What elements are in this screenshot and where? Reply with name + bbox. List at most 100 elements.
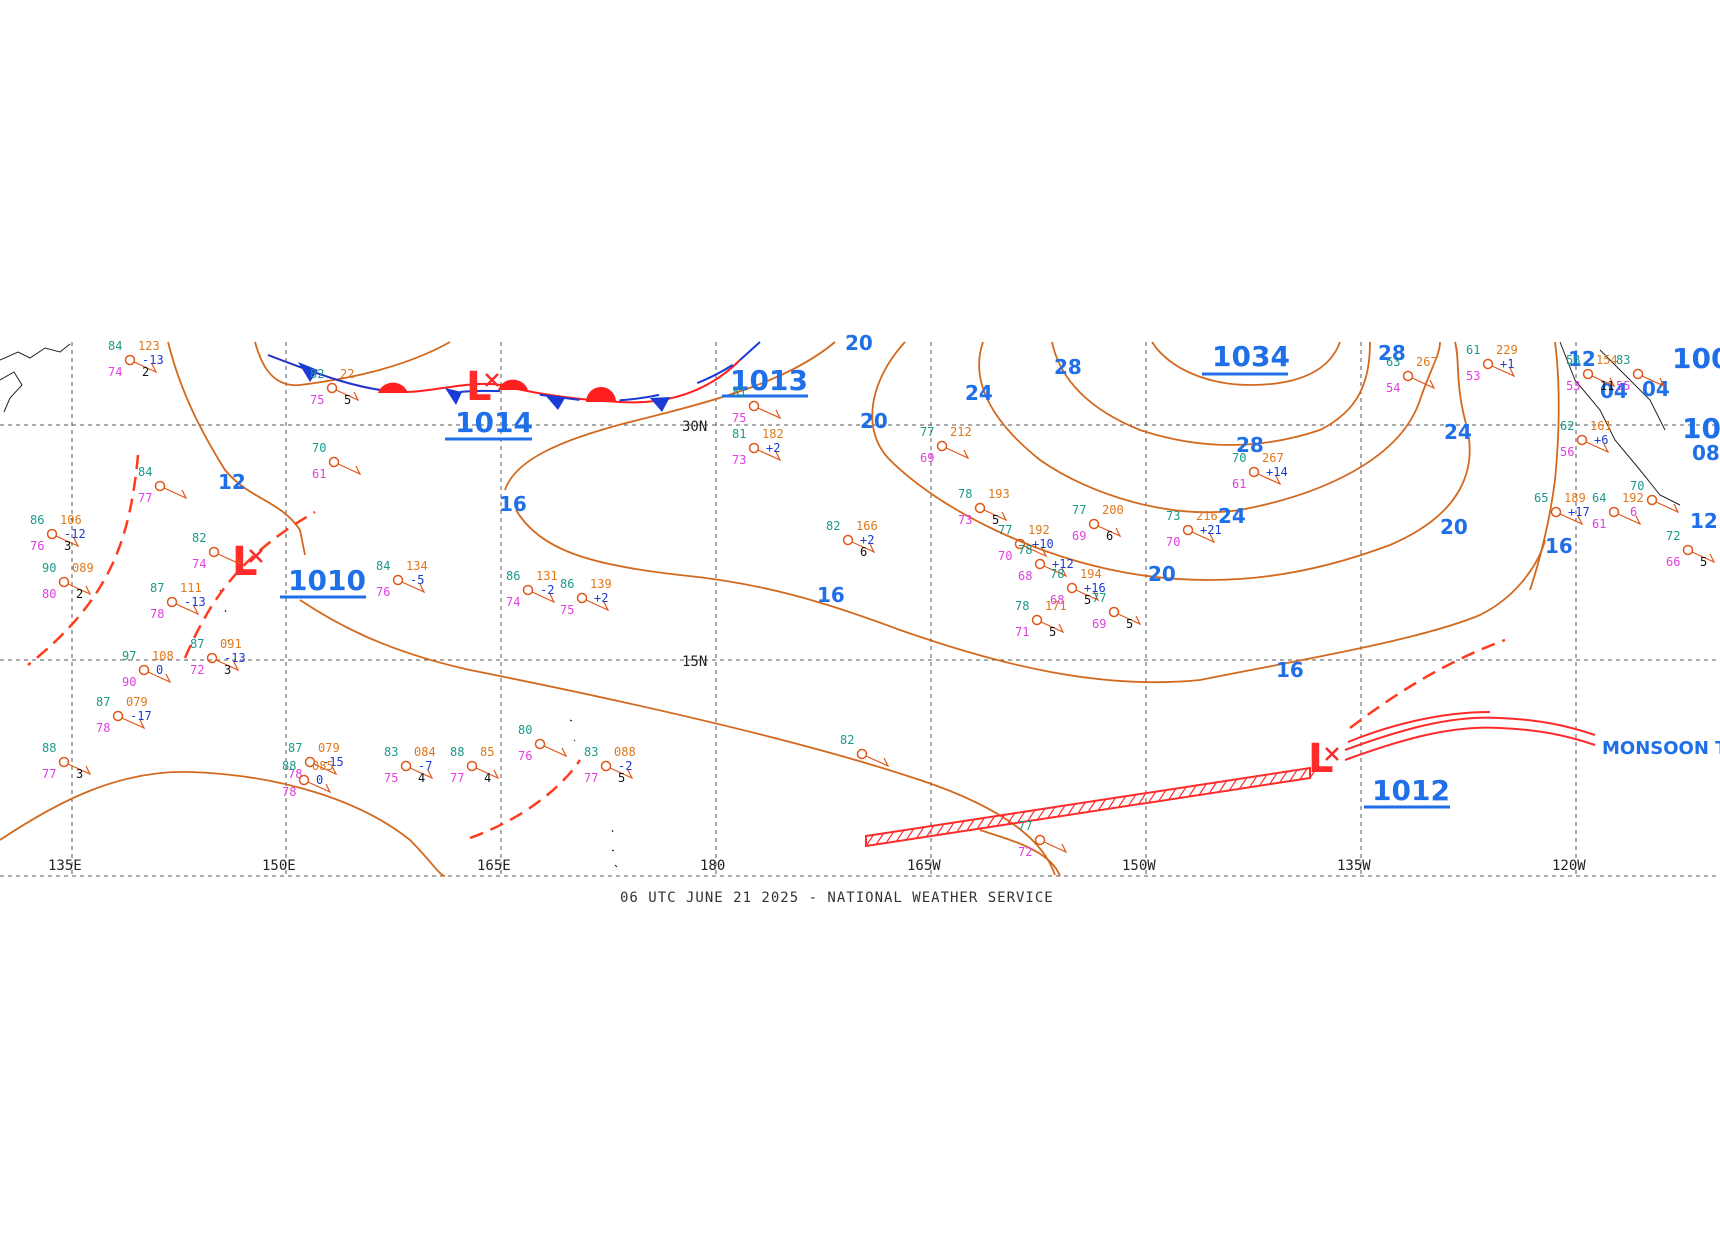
station-pressure: 131 xyxy=(536,569,558,583)
station-plot: 88 77 3 xyxy=(42,741,92,781)
station-dewpoint: 72 xyxy=(1018,845,1032,859)
wind-barb-icon xyxy=(67,763,92,776)
wind-barb-icon xyxy=(1411,377,1436,390)
pressure-center-label: 04 xyxy=(1600,379,1628,403)
station-circle-icon xyxy=(400,760,412,772)
station-temperature: 88 xyxy=(282,759,296,773)
station-plot: 82 74 xyxy=(192,531,242,571)
station-weather: 6 xyxy=(860,545,867,559)
station-pressure-change: +10 xyxy=(1032,537,1054,551)
station-temperature: 83 xyxy=(584,745,598,759)
station-temperature: 77 xyxy=(1072,503,1086,517)
wind-barb-icon xyxy=(1040,621,1065,634)
station-circle-icon xyxy=(208,546,220,558)
wind-barb-icon xyxy=(945,447,970,460)
station-plot: 62 161 56 +6 xyxy=(1560,419,1612,459)
station-temperature: 77 xyxy=(1092,591,1106,605)
longitude-labels: 135E 150E 165E 180 165W 150W 135W 120W xyxy=(48,858,1586,874)
station-temperature: 72 xyxy=(1666,529,1680,543)
longitude-label: 135E xyxy=(48,858,82,874)
wind-barb-icon xyxy=(163,487,188,500)
station-dewpoint: 76 xyxy=(376,585,390,599)
station-dewpoint: 76 xyxy=(518,749,532,763)
station-circle-icon xyxy=(748,400,760,412)
pressure-center-label: 12 xyxy=(1568,347,1596,371)
station-plot: 83 55 xyxy=(1616,353,1666,393)
station-temperature: 80 xyxy=(518,723,532,737)
station-pressure: 106 xyxy=(60,513,82,527)
station-pressure-change: -2 xyxy=(540,583,554,597)
station-plot: 86 106 76 3-12 xyxy=(30,513,86,553)
station-circle-icon xyxy=(1632,368,1644,380)
wind-barb-icon xyxy=(531,591,556,604)
station-circle-icon xyxy=(1034,834,1046,846)
isobars xyxy=(0,341,1560,877)
station-pressure: 091 xyxy=(220,637,242,651)
wind-barb-icon xyxy=(585,599,610,612)
wind-barb-icon xyxy=(1491,365,1516,378)
wind-barb-icon xyxy=(217,553,242,566)
station-dewpoint: 6 xyxy=(1630,505,1637,519)
station-pressure: 139 xyxy=(590,577,612,591)
station-temperature: 77 xyxy=(920,425,934,439)
station-weather: 3 xyxy=(224,663,231,677)
wind-barb-icon xyxy=(337,463,362,476)
isobar-label: 20 xyxy=(860,409,888,433)
station-pressure: 088 xyxy=(614,745,636,759)
station-temperature: 73 xyxy=(1166,509,1180,523)
station-circle-icon xyxy=(46,528,58,540)
wind-barb-icon xyxy=(1117,613,1142,626)
station-circle-icon xyxy=(112,710,124,722)
station-pressure: 194 xyxy=(1080,567,1102,581)
station-pressure-change: -13 xyxy=(142,353,164,367)
station-pressure: 229 xyxy=(1496,343,1518,357)
wind-barb-icon xyxy=(313,763,338,776)
station-pressure-change: +2 xyxy=(860,533,874,547)
wind-barb-icon xyxy=(609,767,634,780)
station-circle-icon xyxy=(1482,358,1494,370)
station-pressure-change: -2 xyxy=(618,759,632,773)
station-circle-icon xyxy=(936,440,948,452)
pressure-center-label: 1013 xyxy=(730,364,808,397)
station-temperature: 82 xyxy=(826,519,840,533)
pressure-center-label: 1012 xyxy=(1372,774,1450,807)
station-weather: 3 xyxy=(76,767,83,781)
station-circle-icon xyxy=(1031,614,1043,626)
station-plot: 64 192 61 xyxy=(1592,491,1644,531)
station-weather: 4 xyxy=(418,771,425,785)
wind-barb-icon xyxy=(1691,551,1716,564)
station-dewpoint: 61 xyxy=(1232,477,1246,491)
station-pressure: 079 xyxy=(126,695,148,709)
station-pressure-change: +6 xyxy=(1594,433,1608,447)
station-dewpoint: 70 xyxy=(1166,535,1180,549)
low-center-marker: L xyxy=(1308,736,1339,782)
station-pressure: 171 xyxy=(1045,599,1067,613)
station-pressure: 212 xyxy=(950,425,972,439)
station-temperature: 78 xyxy=(1018,543,1032,557)
isobar-label: 28 xyxy=(1054,355,1082,379)
station-circle-icon xyxy=(1066,582,1078,594)
station-temperature: 64 xyxy=(1592,491,1606,505)
station-temperature: 82 xyxy=(192,531,206,545)
station-circle-icon xyxy=(58,756,70,768)
station-circle-icon xyxy=(298,774,310,786)
station-temperature: 83 xyxy=(1616,353,1630,367)
station-plot: 81 182 73 +2 xyxy=(732,427,784,467)
station-temperature: 87 xyxy=(288,741,302,755)
station-dewpoint: 90 xyxy=(122,675,136,689)
station-plot: 88 085 78 0 xyxy=(282,759,334,799)
station-plot: 82 xyxy=(840,733,890,768)
station-plot: 82 166 6+2 xyxy=(826,519,878,559)
pressure-center-label: 08 xyxy=(1692,441,1720,465)
station-temperature: 78 xyxy=(1015,599,1029,613)
station-plot: 70 6 xyxy=(1630,479,1680,519)
station-pressure-change: +16 xyxy=(1084,581,1106,595)
station-plot: 77 72 xyxy=(1018,819,1068,859)
station-plot: 82 22 75 5 xyxy=(310,367,360,407)
monsoon-trough-label: MONSOON T xyxy=(1602,738,1720,759)
isobar-label: 24 xyxy=(965,381,993,405)
station-pressure: 189 xyxy=(1564,491,1586,505)
station-circle-icon xyxy=(1088,518,1100,530)
station-dewpoint: 66 xyxy=(1666,555,1680,569)
